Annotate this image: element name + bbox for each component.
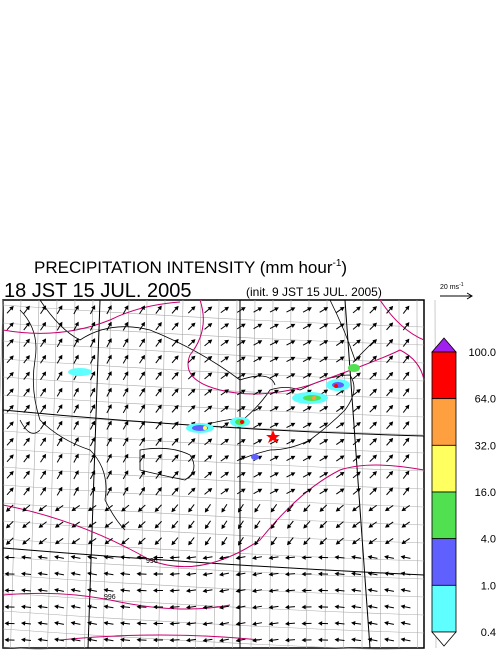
colorbar-under xyxy=(432,632,456,646)
colorbar-swatch xyxy=(432,352,456,399)
init-time: (init. 9 JST 15 JUL. 2005) xyxy=(246,285,382,299)
colorbar-label: 100.0 xyxy=(468,347,496,359)
colorbar-label: 1.0 xyxy=(481,580,496,592)
scale-sup: -1 xyxy=(459,282,464,288)
colorbar-label: 32.0 xyxy=(475,440,496,452)
map-frame xyxy=(3,300,424,648)
colorbar-label: 4.0 xyxy=(481,534,496,546)
title-text: PRECIPITATION INTENSITY (mm hour xyxy=(34,258,333,277)
scale-label: 20 ms-1 xyxy=(440,282,464,291)
colorbar-over xyxy=(432,338,456,352)
colorbar-swatch xyxy=(432,399,456,446)
colorbar: 100.0 64.0 32.0 16.0 4.0 1.0 0.4 xyxy=(432,338,496,646)
colorbar-label: 64.0 xyxy=(475,394,496,406)
colorbar-swatch xyxy=(432,585,456,632)
colorbar-swatch xyxy=(432,445,456,492)
valid-time: 18 JST 15 JUL. 2005 xyxy=(4,280,192,302)
colorbar-label: 0.4 xyxy=(481,627,496,639)
map: 996 996 xyxy=(0,300,436,650)
colorbar-swatch xyxy=(432,492,456,539)
scale-text: 20 ms xyxy=(440,284,460,291)
title: PRECIPITATION INTENSITY (mm hour-1) xyxy=(34,258,347,277)
title-end: ) xyxy=(341,258,347,277)
colorbar-swatch xyxy=(432,539,456,586)
colorbar-label: 16.0 xyxy=(475,487,496,499)
scale-arrow xyxy=(440,293,472,299)
isobar-label: 996 xyxy=(104,594,116,601)
